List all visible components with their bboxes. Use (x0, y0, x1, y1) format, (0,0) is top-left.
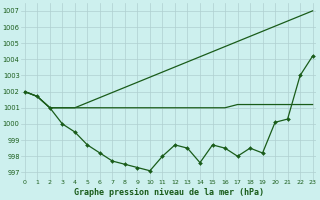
X-axis label: Graphe pression niveau de la mer (hPa): Graphe pression niveau de la mer (hPa) (74, 188, 264, 197)
